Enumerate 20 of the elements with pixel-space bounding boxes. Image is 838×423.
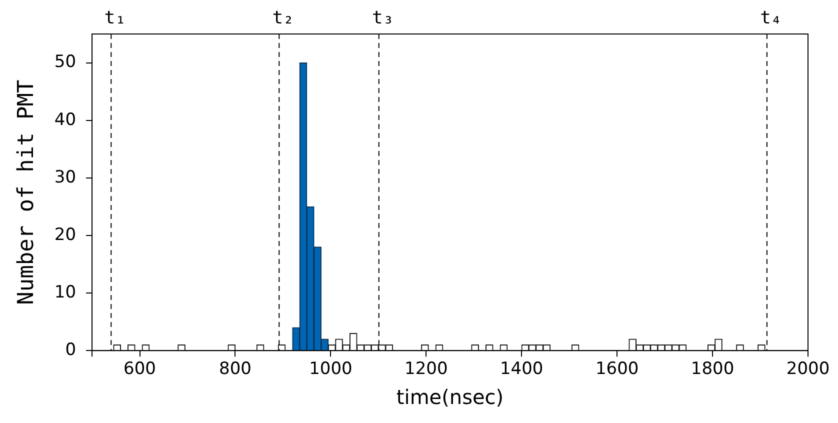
x-tick-label: 1200: [404, 359, 448, 380]
y-tick-label: 0: [65, 340, 76, 360]
x-axis-title: time(nsec): [396, 385, 504, 410]
x-tick-label: 600: [124, 359, 156, 380]
x-tick-label: 1600: [595, 359, 639, 380]
ref-line-label: t₁: [104, 8, 126, 29]
x-tick-label: 2000: [786, 359, 830, 380]
x-tick-label: 800: [219, 359, 252, 380]
ref-line-label: t₄: [760, 8, 782, 29]
y-tick-label: 40: [54, 110, 76, 130]
y-tick-label: 20: [54, 224, 76, 245]
y-tick-label: 10: [54, 282, 76, 302]
y-tick-label: 30: [54, 167, 76, 188]
y-axis-title: Number of hit PMT: [14, 80, 39, 305]
ref-line-label: t₃: [372, 8, 394, 29]
y-tick-label: 50: [54, 52, 76, 72]
x-tick-label: 1400: [500, 359, 544, 380]
x-tick-label: 1800: [690, 359, 734, 380]
x-tick-label: 1000: [309, 359, 352, 380]
ref-line-label: t₂: [272, 8, 294, 29]
